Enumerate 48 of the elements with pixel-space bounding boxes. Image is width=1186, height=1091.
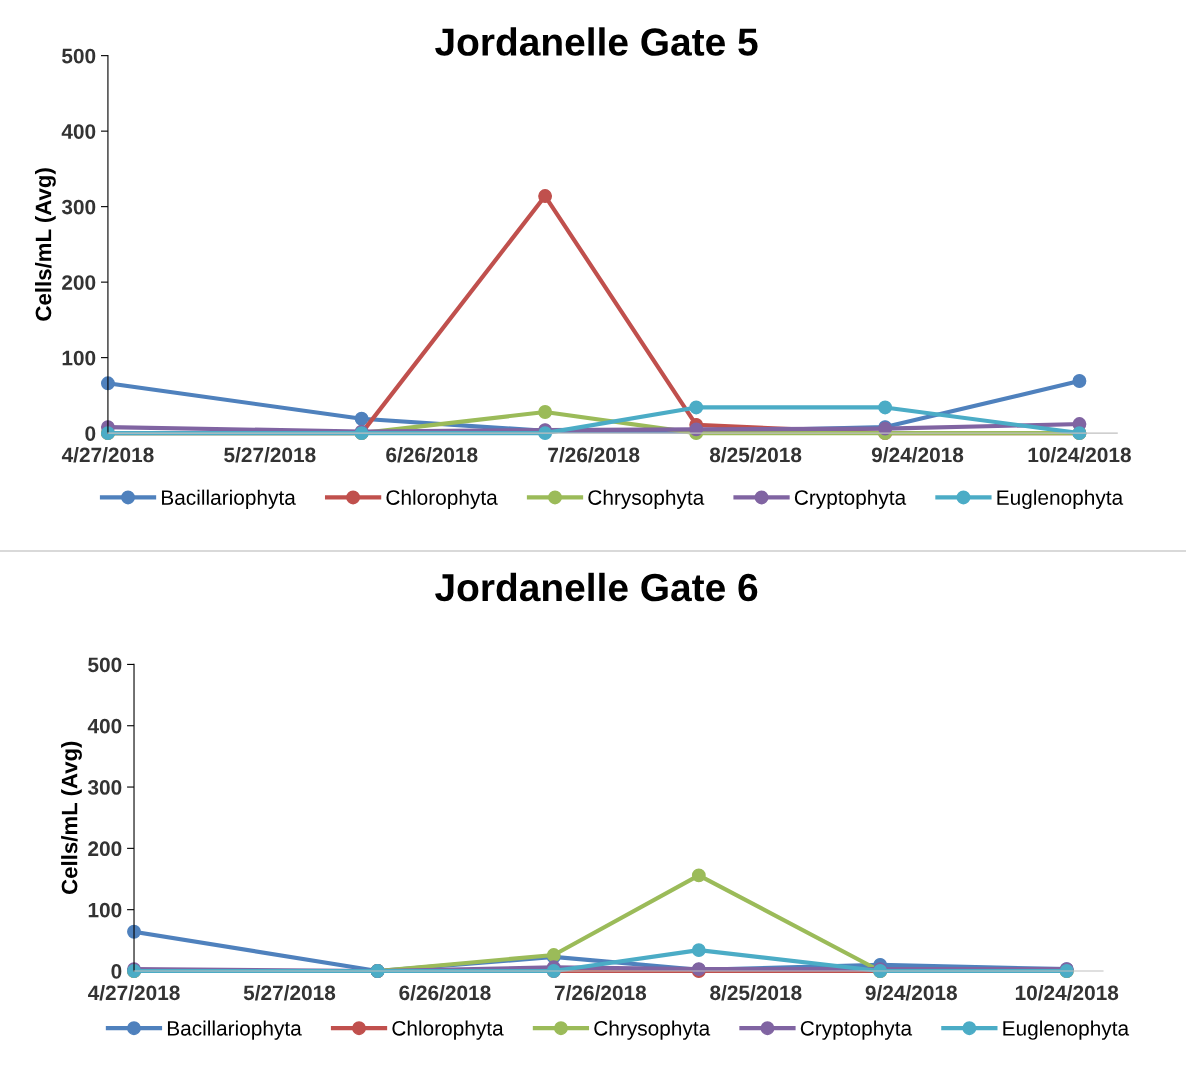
y-tick-label: 500 <box>88 657 122 673</box>
point <box>691 868 706 883</box>
chart-title: Jordanelle Gate 6 <box>435 572 758 602</box>
x-tick-label: 8/25/2018 <box>710 984 802 1001</box>
y-tick-label: 200 <box>62 275 96 290</box>
y-tick-label: 500 <box>62 48 96 64</box>
x-tick-label: 7/26/2018 <box>548 447 640 463</box>
x-tick-label: 5/27/2018 <box>243 984 336 1001</box>
y-axis-title: Cells/mL (Avg) <box>35 168 56 321</box>
x-tick-label: 6/26/2018 <box>399 984 491 1001</box>
y-tick-label: 300 <box>61 199 96 215</box>
x-tick-label: 4/27/2018 <box>88 984 180 1001</box>
legend-label: Chlorophyta <box>392 1020 504 1040</box>
x-tick-label: 8/25/2018 <box>709 447 802 463</box>
x-tick-label: 6/26/2018 <box>386 447 478 463</box>
x-tick-label: 4/27/2018 <box>61 447 154 463</box>
point <box>1072 374 1087 388</box>
legend-label: Euglenophyta <box>1003 1020 1130 1040</box>
y-tick-label: 0 <box>85 426 96 441</box>
chart-title: Jordanelle Gate 5 <box>435 27 758 56</box>
legend-label: Chrysophyta <box>588 489 705 510</box>
y-tick-label: 400 <box>87 718 122 734</box>
legend-label: Bacillariophyta <box>167 1020 302 1040</box>
legend-label: Euglenophyta <box>997 489 1124 510</box>
point <box>538 405 553 419</box>
legend-label: Cryptophyta <box>800 1020 913 1040</box>
legend-label: Chlorophyta <box>386 489 498 510</box>
y-tick-label: 200 <box>88 841 122 857</box>
y-tick-label: 100 <box>62 350 96 366</box>
legend-label: Cryptophyta <box>794 489 907 510</box>
legend-label: Bacillariophyta <box>162 489 296 510</box>
y-tick-label: 0 <box>111 963 122 979</box>
x-tick-label: 10/24/2018 <box>1015 984 1119 1001</box>
point <box>878 400 893 415</box>
x-tick-label: 9/24/2018 <box>865 984 957 1001</box>
y-tick-label: 300 <box>87 780 122 795</box>
point <box>689 400 704 415</box>
point <box>691 943 706 958</box>
point <box>538 189 553 204</box>
y-axis-title: Cells/mL (Avg) <box>61 741 82 894</box>
x-tick-label: 9/24/2018 <box>871 447 964 463</box>
y-tick-label: 100 <box>88 902 122 918</box>
x-tick-label: 7/26/2018 <box>554 984 647 1001</box>
point <box>354 411 369 426</box>
x-tick-label: 10/24/2018 <box>1028 447 1131 463</box>
y-tick-label: 400 <box>61 124 96 139</box>
x-tick-label: 5/27/2018 <box>224 447 316 463</box>
legend-label: Chrysophyta <box>594 1020 711 1040</box>
